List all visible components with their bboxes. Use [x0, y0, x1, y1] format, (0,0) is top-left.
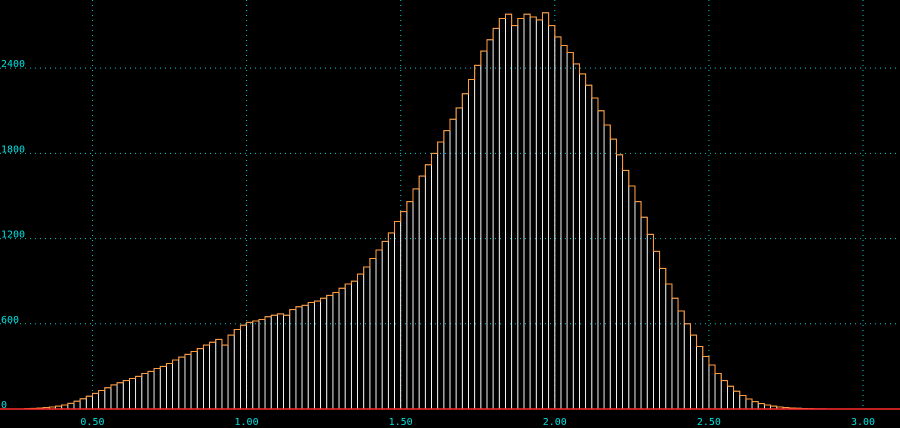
x-tick-label: 2.50: [697, 417, 721, 428]
x-tick-label: 3.00: [851, 417, 875, 428]
x-tick-label: 0.50: [80, 417, 104, 428]
y-tick-label: 1200: [1, 230, 25, 241]
y-tick-labels: 0 600 1200 1800 2400: [1, 59, 25, 411]
x-tick-label: 2.00: [543, 417, 567, 428]
x-tick-label: 1.50: [389, 417, 413, 428]
x-tick-label: 1.00: [235, 417, 259, 428]
y-tick-label: 1800: [1, 144, 25, 155]
histogram-outline: [0, 12, 870, 410]
y-tick-label: 2400: [1, 59, 25, 70]
x-tick-labels: 0.50 1.00 1.50 2.00 2.50 3.00: [80, 417, 875, 428]
y-tick-label: 0: [1, 400, 7, 411]
y-tick-label: 600: [1, 315, 19, 326]
